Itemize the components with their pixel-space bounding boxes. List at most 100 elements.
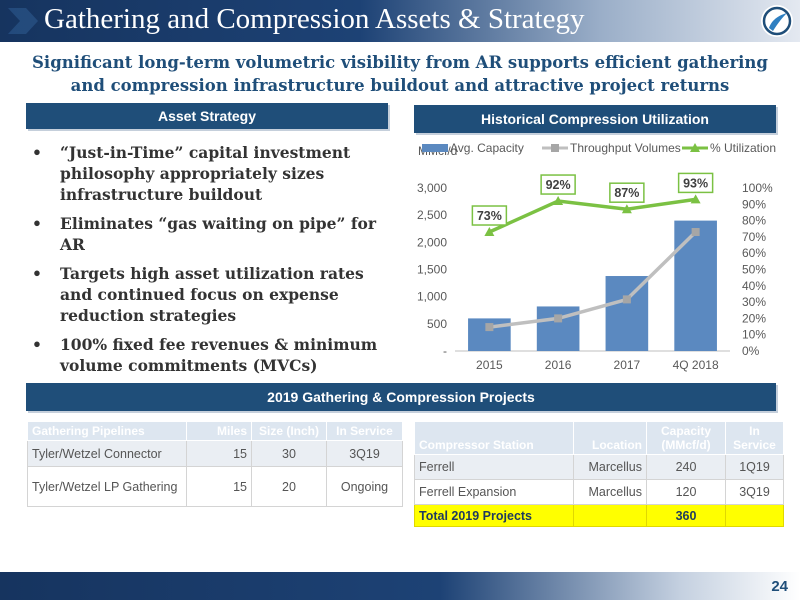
- data-label-utilization: 93%: [683, 176, 708, 190]
- table-cell: Marcellus: [573, 479, 647, 505]
- bar-avg-capacity: [674, 220, 717, 351]
- compressor-stations-table: Compressor Station Location Capacity (MM…: [414, 421, 784, 527]
- table-cell: 120: [646, 479, 726, 505]
- projects-header: 2019 Gathering & Compression Projects: [26, 383, 776, 411]
- asset-strategy-header: Asset Strategy: [26, 103, 388, 129]
- data-label-utilization: 87%: [614, 186, 639, 200]
- column-header: Compressor Station: [414, 421, 574, 455]
- bar-avg-capacity: [605, 276, 649, 351]
- table-row: Tyler/Wetzel LP Gathering 15 20 Ongoing: [27, 466, 403, 507]
- y2-tick-label: 20%: [742, 311, 766, 325]
- banner-arrow-icon: [8, 8, 38, 34]
- y2-tick-label: 30%: [742, 295, 766, 309]
- table-row: Ferrell Marcellus 240 1Q19: [414, 454, 784, 480]
- data-label-box: [677, 172, 714, 194]
- bullet-item: Targets high asset utilization rates and…: [30, 263, 400, 326]
- footer-bar: [0, 572, 800, 600]
- point-throughput-volumes: [622, 295, 631, 304]
- compression-utilization-chart: - 500 1,000 1,500 2,000 2,500 3,000 0% 10% 20% 30%…: [417, 141, 776, 372]
- legend-label: Throughput Volumes: [570, 141, 681, 155]
- y2-tick-label: 100%: [742, 181, 773, 195]
- subtitle-line-2: and compression infrastructure buildout …: [70, 76, 730, 95]
- column-header: Gathering Pipelines: [27, 421, 187, 441]
- data-label-utilization: 73%: [477, 209, 502, 223]
- x-tick-label: 2017: [614, 358, 641, 372]
- page-number: 24: [771, 578, 788, 595]
- y2-tick-label: 80%: [742, 214, 766, 228]
- point-utilization: [553, 196, 564, 206]
- table-cell: Tyler/Wetzel LP Gathering: [27, 466, 187, 507]
- point-throughput-volumes: [485, 323, 494, 332]
- bullet-item: 100% fixed fee revenues & minimum volume…: [30, 334, 400, 376]
- table-cell: Tyler/Wetzel Connector: [27, 440, 187, 467]
- table-cell: 3Q19: [725, 479, 784, 505]
- table-cell: Ferrell Expansion: [414, 479, 574, 505]
- table-cell: Ongoing: [326, 466, 403, 507]
- asset-strategy-list: “Just-in-Time” capital investment philos…: [30, 142, 400, 384]
- table-cell: 1Q19: [725, 454, 784, 480]
- y-tick-label: 3,000: [417, 181, 447, 195]
- legend-label: % Utilization: [710, 141, 776, 155]
- y2-tick-label: 40%: [742, 279, 766, 293]
- bullet-item: Eliminates “gas waiting on pipe” for AR: [30, 213, 400, 255]
- column-header: In Service: [725, 421, 784, 455]
- y-tick-label: -: [443, 344, 447, 358]
- table-header-row: Compressor Station Location Capacity (MM…: [414, 421, 784, 455]
- legend-swatch: [422, 144, 448, 152]
- column-header: Size (Inch): [251, 421, 327, 441]
- y2-tick-label: 0%: [742, 344, 760, 358]
- y2-tick-label: 70%: [742, 230, 766, 244]
- line-throughput-volumes: [489, 230, 697, 329]
- legend-marker: [551, 144, 559, 152]
- column-header: In Service: [326, 421, 403, 441]
- table-row: Tyler/Wetzel Connector 15 30 3Q19: [27, 440, 403, 467]
- table-cell: 15: [186, 466, 252, 507]
- y2-tick-label: 10%: [742, 328, 766, 342]
- chart-header: Historical Compression Utilization: [414, 105, 776, 133]
- data-label-box: [540, 174, 576, 195]
- y2-tick-label: 60%: [742, 246, 766, 260]
- line-utilization: [488, 197, 696, 234]
- y-tick-label: 1,000: [417, 290, 447, 304]
- table-header-row: Gathering Pipelines Miles Size (Inch) In…: [27, 421, 403, 441]
- table-cell: Ferrell: [414, 454, 574, 480]
- table-cell: Marcellus: [573, 454, 647, 480]
- y-tick-label: 500: [427, 317, 447, 331]
- table-cell: Total 2019 Projects: [414, 504, 574, 527]
- table-row: Ferrell Expansion Marcellus 120 3Q19: [414, 479, 784, 505]
- y-tick-label: 2,500: [417, 208, 447, 222]
- x-tick-label: 2016: [545, 358, 572, 372]
- y2-tick-label: 90%: [742, 197, 766, 211]
- column-header: Location: [573, 421, 647, 455]
- table-cell: [725, 504, 784, 527]
- table-cell: 360: [646, 504, 726, 527]
- legend-label: Avg. Capacity: [450, 141, 524, 155]
- point-utilization: [484, 227, 495, 237]
- data-label-box: [471, 205, 508, 226]
- total-row: Total 2019 Projects 360: [414, 504, 784, 527]
- legend-marker: [690, 143, 700, 152]
- column-header: Capacity (MMcf/d): [646, 421, 726, 455]
- point-throughput-volumes: [691, 228, 700, 237]
- data-label-utilization: 92%: [546, 178, 571, 192]
- company-logo-icon: [761, 5, 793, 37]
- title-banner: Gathering and Compression Assets & Strat…: [0, 0, 800, 42]
- column-header: Miles: [186, 421, 252, 441]
- page-title: Gathering and Compression Assets & Strat…: [44, 3, 585, 35]
- table-cell: 3Q19: [326, 440, 403, 467]
- table-cell: 20: [251, 466, 327, 507]
- y2-tick-label: 50%: [742, 263, 766, 277]
- point-utilization: [690, 194, 701, 204]
- gathering-pipelines-table: Gathering Pipelines Miles Size (Inch) In…: [27, 421, 403, 507]
- point-utilization: [621, 204, 632, 214]
- data-label-box: [609, 182, 645, 203]
- table-cell: 15: [186, 440, 252, 467]
- point-throughput-volumes: [554, 314, 563, 323]
- x-tick-label: 4Q 2018: [673, 358, 719, 372]
- y-tick-label: 2,000: [417, 235, 447, 249]
- table-cell: [573, 504, 647, 527]
- slide-subtitle: Significant long-term volumetric visibil…: [0, 51, 800, 97]
- bullet-item: “Just-in-Time” capital investment philos…: [30, 142, 400, 205]
- y-tick-label: 1,500: [417, 263, 447, 277]
- x-tick-label: 2015: [476, 358, 503, 372]
